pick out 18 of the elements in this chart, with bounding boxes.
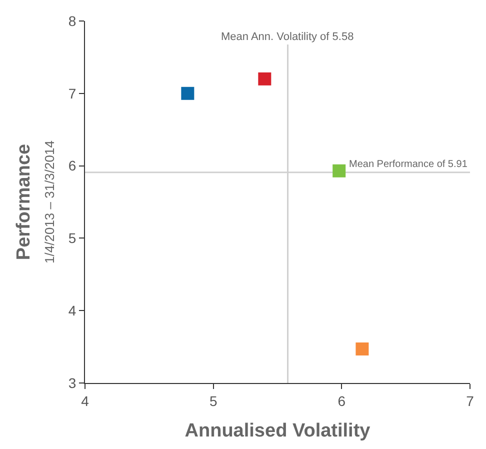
point (356, 342, 369, 356)
ref-line-label: Mean Performance of 5.91 (349, 159, 468, 170)
y-tick-label: 8 (68, 12, 76, 29)
y-axis-title: Performance 1/4/2013 – 31/3/2014 (14, 140, 58, 264)
x-tick-label: 7 (466, 392, 474, 409)
y-tick-label: 3 (68, 374, 76, 391)
point (181, 86, 194, 100)
x-axis-title: Annualised Volatility (184, 420, 371, 442)
point (332, 164, 346, 178)
ref-line-label: Mean Ann. Volatility of 5.58 (221, 31, 354, 43)
y-tick-label: 6 (68, 158, 76, 174)
x-tick-label: 5 (209, 392, 218, 409)
y-tick-label: 7 (68, 85, 76, 102)
x-tick-label: 4 (81, 392, 90, 409)
y-tick-label: 5 (68, 230, 76, 246)
y-tick-label: 4 (68, 302, 76, 318)
x-tick-label: 6 (338, 392, 346, 409)
point (258, 72, 272, 86)
